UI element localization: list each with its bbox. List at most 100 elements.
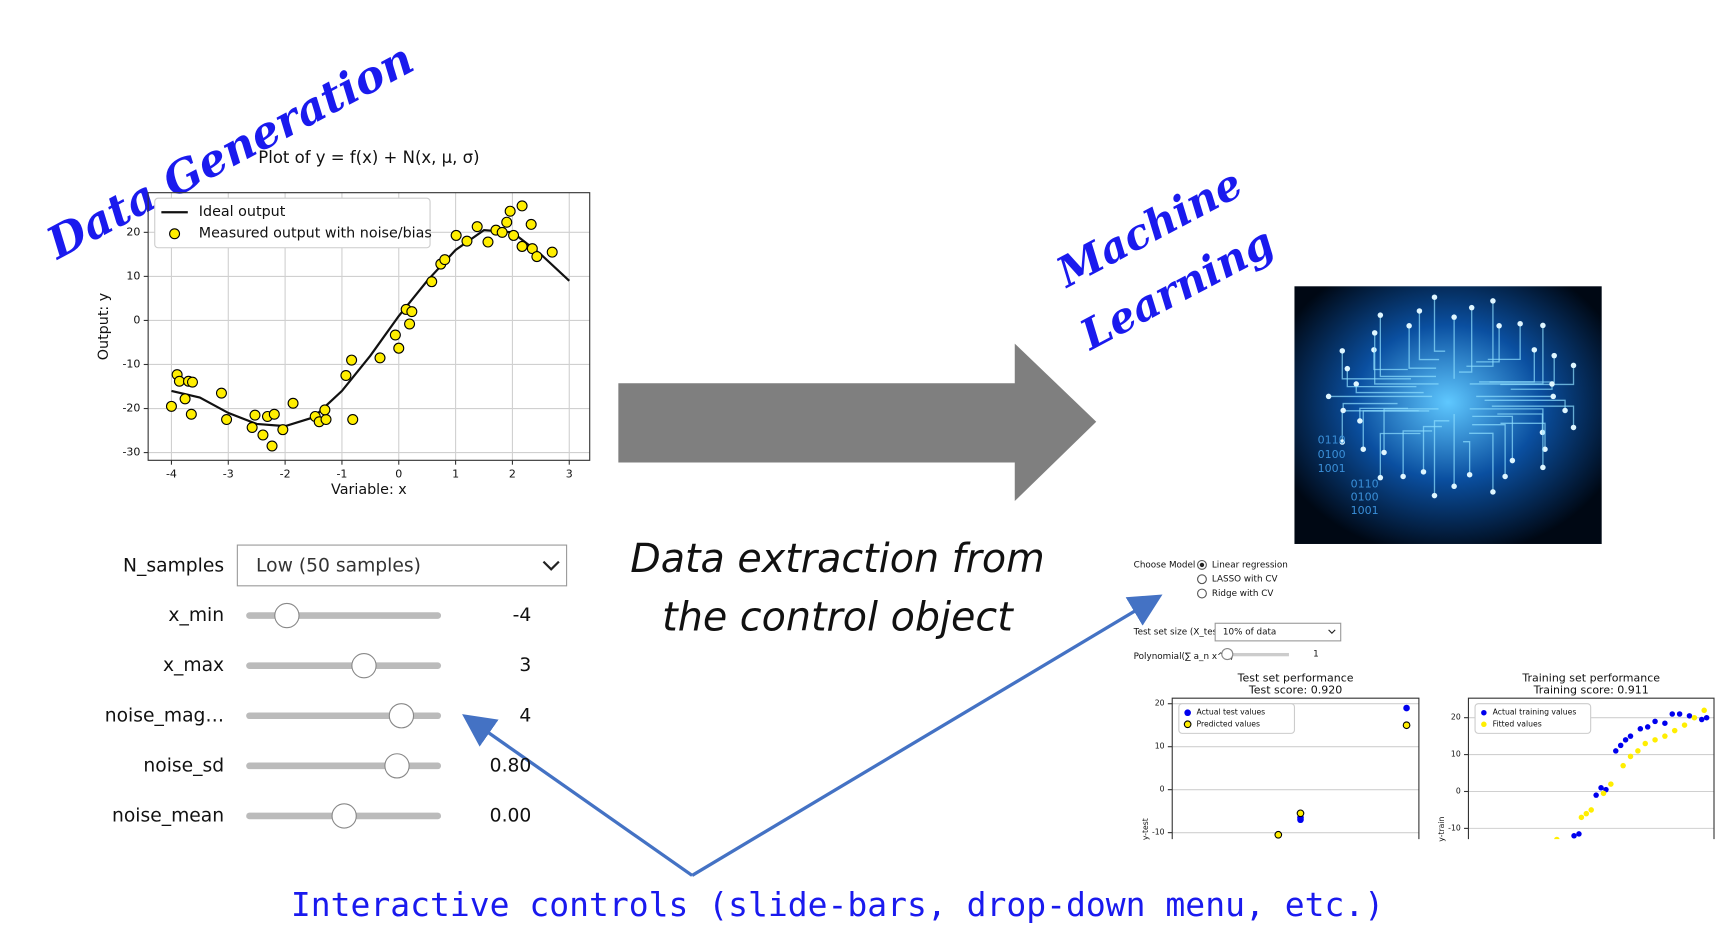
dropdown[interactable] [236, 544, 568, 587]
brain-bg [1294, 286, 1602, 544]
circuit [1379, 315, 1437, 378]
circuit [1484, 399, 1566, 411]
point [1593, 792, 1599, 798]
point [471, 221, 483, 233]
x-tick-label: -2 [280, 468, 291, 481]
slider-thumb[interactable] [331, 803, 357, 829]
point [393, 342, 405, 354]
point [173, 375, 185, 387]
point [531, 251, 543, 263]
circuit [1469, 432, 1494, 492]
y-tick-label: 20 [126, 225, 140, 238]
point [504, 205, 516, 217]
brain-text: 0100 [1351, 491, 1379, 504]
y-tick-label: 10 [1155, 742, 1165, 751]
point [1669, 711, 1676, 717]
legend-swatch [1481, 721, 1487, 728]
node [1490, 298, 1496, 304]
y-tick-label: -10 [1448, 823, 1461, 832]
slider-value: 1 [1313, 650, 1319, 660]
node [1339, 439, 1346, 445]
legend-label: Measured output with noise/bias [199, 226, 432, 242]
point [1681, 722, 1688, 728]
node [1377, 474, 1384, 481]
radio-label: Linear regression [1212, 560, 1288, 570]
node [1490, 489, 1496, 495]
y-tick-label: 0 [1456, 786, 1461, 795]
node [1340, 407, 1346, 414]
point [461, 235, 473, 247]
axes-frame [1467, 697, 1715, 840]
slider-label: noise_sd [143, 755, 224, 776]
radio-label: Ridge with CV [1212, 589, 1274, 599]
dropdown-value: 10% of data [1223, 628, 1276, 638]
point [1698, 716, 1705, 723]
slider-thumb[interactable] [274, 602, 300, 629]
chart-title: Plot of y = f(x) + N(x, μ, σ) [258, 148, 479, 167]
slider-value: 4 [519, 705, 531, 726]
axes-frame [147, 192, 591, 461]
node [1431, 492, 1438, 499]
legend-label: Actual training values [1493, 708, 1577, 717]
point [508, 229, 520, 241]
brain-text: 0100 [1318, 448, 1346, 461]
point [221, 414, 233, 426]
y-tick-label: 0 [1160, 785, 1165, 794]
point [257, 429, 269, 441]
circuit [1422, 425, 1442, 472]
point [1703, 714, 1710, 721]
x-tick-label: -3 [223, 468, 234, 481]
legend-label: Ideal output [199, 204, 286, 220]
point [249, 409, 261, 421]
slider-thumb[interactable] [351, 652, 377, 679]
y-tick-label: 20 [1155, 699, 1165, 708]
line [171, 229, 571, 428]
circuit [1359, 407, 1409, 421]
radio[interactable] [1197, 588, 1207, 599]
circuit [1374, 332, 1439, 385]
point [1588, 807, 1594, 813]
dropdown[interactable] [1214, 622, 1342, 642]
axes-frame [1171, 697, 1420, 840]
point [185, 408, 197, 420]
control-label: Test set size (X_test) [1133, 628, 1224, 638]
legend-swatch [169, 228, 181, 240]
point [439, 254, 451, 266]
node [1371, 330, 1378, 336]
x-tick-label: 1 [452, 468, 459, 481]
control-label: N_samples [123, 555, 224, 576]
point [340, 369, 352, 382]
brain-text: 1001 [1318, 462, 1346, 475]
dropdown-value: Low (50 samples) [256, 555, 421, 576]
node [1431, 294, 1438, 300]
point [1583, 810, 1590, 817]
point [1578, 814, 1585, 821]
point [516, 240, 528, 252]
radio-dot [1199, 562, 1205, 568]
node [1416, 308, 1423, 314]
circuit [1469, 408, 1544, 468]
caption: Interactive controls (slide-bars, drop-d… [291, 885, 1384, 924]
node [1371, 347, 1377, 353]
controls: N_samples Low (50 samples) x_min -4 x_max 3 no… [105, 544, 568, 829]
brain-text: 0110 [1351, 478, 1379, 491]
point [482, 236, 494, 248]
circuit [1408, 325, 1437, 369]
chart: -10 0 10 20 Actual test values Predicted valu… [1141, 671, 1420, 840]
circuit [1487, 323, 1521, 361]
y-tick-label: -30 [122, 446, 140, 459]
radio[interactable] [1197, 574, 1207, 585]
slider-thumb[interactable] [388, 703, 415, 729]
slider-thumb[interactable] [1221, 648, 1234, 661]
slider-thumb[interactable] [384, 753, 410, 779]
point [1598, 785, 1604, 791]
x-axis-label: Variable: x [331, 482, 407, 498]
caption: Data extraction from [630, 536, 1045, 582]
point [501, 216, 513, 228]
point [268, 408, 280, 420]
point [404, 318, 416, 330]
point [1627, 733, 1634, 739]
point [406, 306, 418, 318]
